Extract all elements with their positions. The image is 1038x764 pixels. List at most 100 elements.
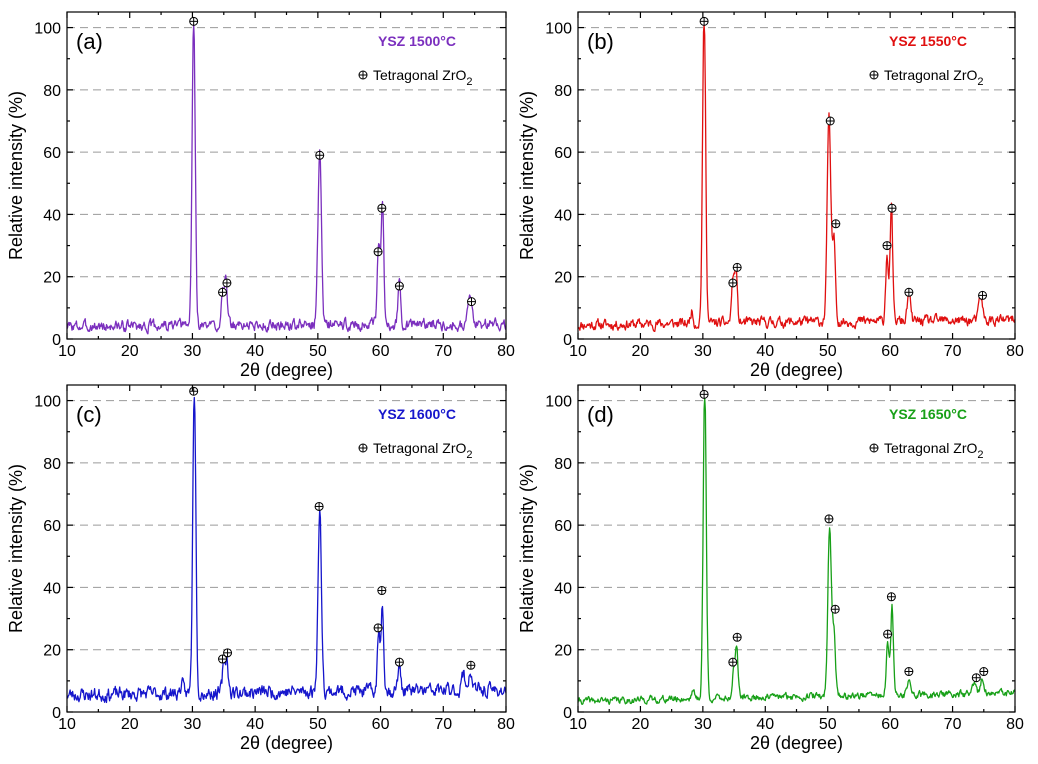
tetragonal-peak-marker — [886, 592, 896, 602]
xrd-trace — [577, 396, 1016, 705]
y-tick-label: 80 — [554, 456, 572, 473]
y-tick-label: 40 — [43, 580, 61, 597]
x-tick-label: 70 — [434, 343, 452, 360]
legend-marker-icon — [358, 70, 368, 80]
x-tick-label: 10 — [58, 716, 76, 733]
legend-label-main: Tetragonal ZrO — [884, 440, 977, 456]
xrd-trace — [577, 23, 1016, 333]
tetragonal-peak-marker — [315, 150, 325, 160]
y-axis-title: Relative intensity (%) — [6, 91, 26, 260]
legend-label-subscript: 2 — [977, 449, 983, 461]
x-tick-label: 10 — [569, 716, 587, 733]
y-tick-label: 0 — [52, 332, 61, 349]
y-tick-label: 80 — [43, 456, 61, 473]
x-tick-label: 40 — [756, 343, 774, 360]
tetragonal-peak-marker — [223, 648, 233, 658]
y-tick-label: 40 — [554, 207, 572, 224]
plot-frame — [577, 11, 1016, 340]
tetragonal-peak-marker — [732, 632, 742, 642]
x-tick-label: 50 — [819, 343, 837, 360]
y-tick-label: 60 — [43, 518, 61, 535]
x-tick-label: 70 — [944, 343, 962, 360]
x-tick-label: 40 — [246, 716, 264, 733]
tetragonal-peak-marker — [394, 657, 404, 667]
tetragonal-peak-marker — [904, 667, 914, 677]
tetragonal-peak-marker — [971, 673, 981, 683]
tetragonal-peak-marker — [732, 262, 742, 272]
tetragonal-peak-marker — [222, 278, 232, 288]
x-tick-label: 80 — [1006, 343, 1024, 360]
x-axis-title: 2θ (degree) — [750, 360, 843, 380]
tetragonal-peak-marker — [699, 389, 709, 399]
y-tick-label: 0 — [563, 705, 572, 722]
y-tick-label: 60 — [43, 145, 61, 162]
panel-b: 10 20 30 40 50 60 70 80 0 20 40 60 80 100 2θ (degree) R… — [517, 11, 1024, 380]
tetragonal-peak-marker — [189, 16, 199, 26]
panel-c: 10 20 30 40 50 60 70 80 0 20 40 60 80 100 2θ (degree) R… — [6, 384, 515, 753]
x-axis-title: 2θ (degree) — [240, 360, 333, 380]
y-tick-label: 20 — [554, 270, 572, 287]
x-tick-label: 20 — [632, 343, 650, 360]
tetragonal-peak-marker — [314, 501, 324, 511]
sample-label: YSZ 1500°C — [378, 33, 456, 49]
tetragonal-peak-marker — [728, 657, 738, 667]
legend-label-main: Tetragonal ZrO — [373, 440, 466, 456]
y-tick-label: 60 — [554, 145, 572, 162]
y-axis-title: Relative intensity (%) — [517, 464, 537, 633]
xrd-trace — [66, 396, 507, 704]
tetragonal-peak-marker — [699, 16, 709, 26]
x-tick-label: 30 — [184, 343, 202, 360]
y-axis-title: Relative intensity (%) — [517, 91, 537, 260]
x-tick-label: 80 — [497, 343, 515, 360]
x-tick-label: 50 — [309, 716, 327, 733]
x-tick-label: 50 — [819, 716, 837, 733]
legend-label-main: Tetragonal ZrO — [884, 67, 977, 83]
x-tick-label: 60 — [881, 716, 899, 733]
plot-frame — [66, 384, 507, 713]
tetragonal-peak-marker — [825, 116, 835, 126]
tetragonal-peak-marker — [467, 297, 477, 307]
x-tick-label: 50 — [309, 343, 327, 360]
y-tick-label: 0 — [563, 332, 572, 349]
x-tick-label: 70 — [434, 716, 452, 733]
tetragonal-peak-marker — [373, 247, 383, 257]
legend-marker-icon — [869, 70, 879, 80]
tetragonal-peak-marker — [218, 654, 228, 664]
y-tick-label: 0 — [52, 705, 61, 722]
y-axis-title: Relative intensity (%) — [6, 464, 26, 633]
legend-label-main: Tetragonal ZrO — [373, 67, 466, 83]
y-tick-label: 20 — [43, 270, 61, 287]
x-tick-label: 80 — [497, 716, 515, 733]
tetragonal-peak-marker — [883, 629, 893, 639]
x-tick-label: 20 — [121, 343, 139, 360]
panel-label: (a) — [76, 29, 103, 54]
tetragonal-peak-marker — [830, 604, 840, 614]
x-tick-label: 60 — [881, 343, 899, 360]
tetragonal-peak-marker — [218, 287, 228, 297]
y-tick-label: 100 — [34, 21, 61, 38]
x-tick-label: 80 — [1006, 716, 1024, 733]
tetragonal-peak-marker — [377, 203, 387, 213]
x-tick-label: 60 — [372, 343, 390, 360]
tetragonal-peak-marker — [189, 386, 199, 396]
legend-label: Tetragonal ZrO2 — [884, 67, 984, 88]
y-tick-label: 20 — [554, 643, 572, 660]
tetragonal-peak-marker — [377, 586, 387, 596]
x-tick-label: 60 — [372, 716, 390, 733]
x-axis-title: 2θ (degree) — [750, 733, 843, 753]
panel-a: 10 20 30 40 50 60 70 80 0 20 40 60 80 100 2θ (degree) R… — [6, 11, 515, 380]
x-tick-label: 20 — [121, 716, 139, 733]
y-tick-label: 80 — [554, 83, 572, 100]
tetragonal-peak-marker — [831, 219, 841, 229]
legend-marker-icon — [358, 443, 368, 453]
legend-label: Tetragonal ZrO2 — [373, 440, 473, 461]
plot-frame — [577, 384, 1016, 713]
legend-label-subscript: 2 — [977, 76, 983, 88]
y-tick-label: 40 — [43, 207, 61, 224]
y-tick-label: 100 — [545, 394, 572, 411]
panel-d: 10 20 30 40 50 60 70 80 0 20 40 60 80 100 2θ (degree) R… — [517, 384, 1024, 753]
panel-label: (c) — [76, 402, 102, 427]
x-tick-label: 30 — [694, 343, 712, 360]
x-tick-label: 40 — [246, 343, 264, 360]
